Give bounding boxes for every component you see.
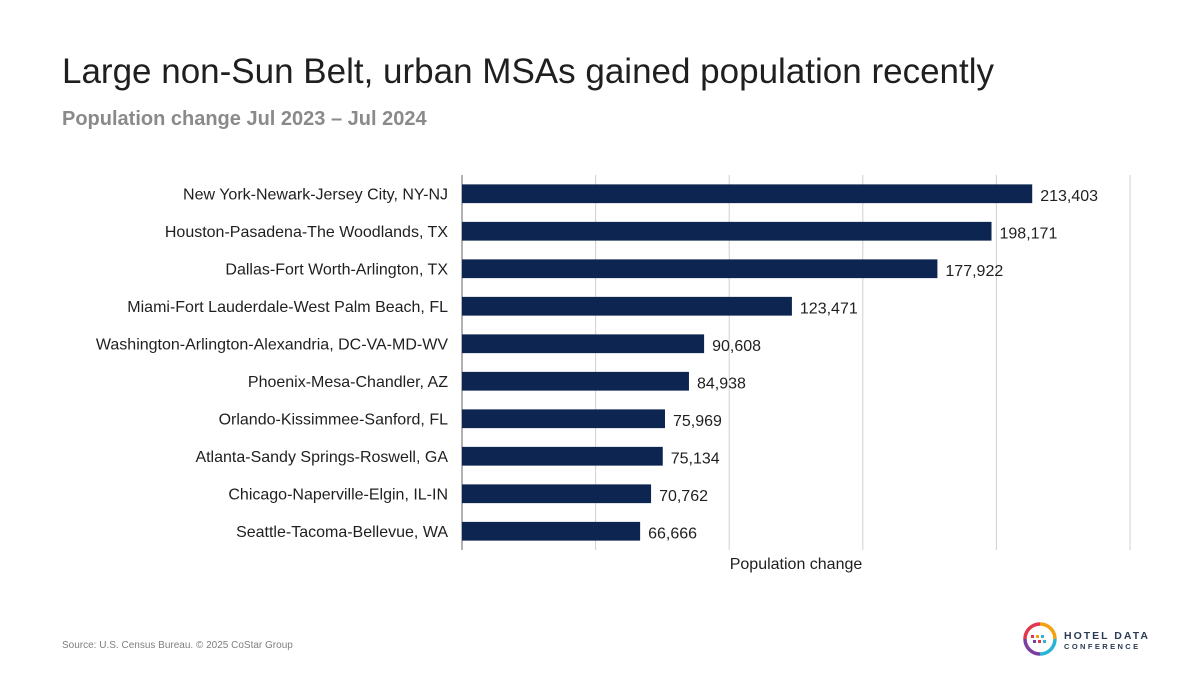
bar bbox=[462, 409, 665, 429]
data-label: 75,969 bbox=[673, 413, 722, 430]
category-label: Atlanta-Sandy Springs-Roswell, GA bbox=[195, 449, 448, 466]
category-label: Chicago-Naperville-Elgin, IL-IN bbox=[228, 486, 448, 503]
category-label: Houston-Pasadena-The Woodlands, TX bbox=[165, 224, 448, 241]
hotel-data-conference-logo-icon bbox=[1023, 622, 1057, 656]
slide-title: Large non-Sun Belt, urban MSAs gained po… bbox=[62, 52, 994, 91]
bar bbox=[462, 521, 641, 541]
category-label: Miami-Fort Lauderdale-West Palm Beach, F… bbox=[127, 299, 448, 316]
category-label: Dallas-Fort Worth-Arlington, TX bbox=[225, 261, 448, 278]
category-label: Orlando-Kissimmee-Sanford, FL bbox=[219, 411, 449, 428]
data-label: 90,608 bbox=[712, 338, 761, 355]
category-label: Seattle-Tacoma-Bellevue, WA bbox=[236, 524, 448, 541]
logo-text-line1: HOTEL DATA bbox=[1064, 630, 1150, 642]
source-note: Source: U.S. Census Bureau. © 2025 CoSta… bbox=[62, 640, 293, 651]
data-label: 75,134 bbox=[671, 450, 720, 467]
bar bbox=[462, 484, 652, 504]
logo-text-line2: CONFERENCE bbox=[1064, 642, 1141, 651]
bar bbox=[462, 221, 992, 241]
bar bbox=[462, 296, 792, 316]
data-label: 213,403 bbox=[1040, 188, 1098, 205]
slide-subtitle: Population change Jul 2023 – Jul 2024 bbox=[62, 108, 427, 130]
data-label: 84,938 bbox=[697, 375, 746, 392]
bar bbox=[462, 184, 1033, 204]
category-labels: New York-Newark-Jersey City, NY-NJ Housto… bbox=[96, 186, 448, 541]
data-label: 177,922 bbox=[945, 263, 1003, 280]
x-axis-label: Population change bbox=[730, 556, 863, 573]
data-label: 66,666 bbox=[648, 525, 697, 542]
category-label: Phoenix-Mesa-Chandler, AZ bbox=[248, 374, 448, 391]
data-labels: 213,403 198,171 177,922 123,471 90,608 84,938… bbox=[648, 188, 1098, 543]
bar bbox=[462, 259, 938, 279]
bar bbox=[462, 334, 705, 354]
bars bbox=[462, 184, 1033, 541]
bar bbox=[462, 446, 663, 466]
category-label: New York-Newark-Jersey City, NY-NJ bbox=[183, 186, 448, 203]
bar bbox=[462, 371, 689, 391]
data-label: 198,171 bbox=[1000, 225, 1058, 242]
data-label: 70,762 bbox=[659, 488, 708, 505]
data-label: 123,471 bbox=[800, 300, 858, 317]
category-label: Washington-Arlington-Alexandria, DC-VA-M… bbox=[96, 336, 448, 353]
